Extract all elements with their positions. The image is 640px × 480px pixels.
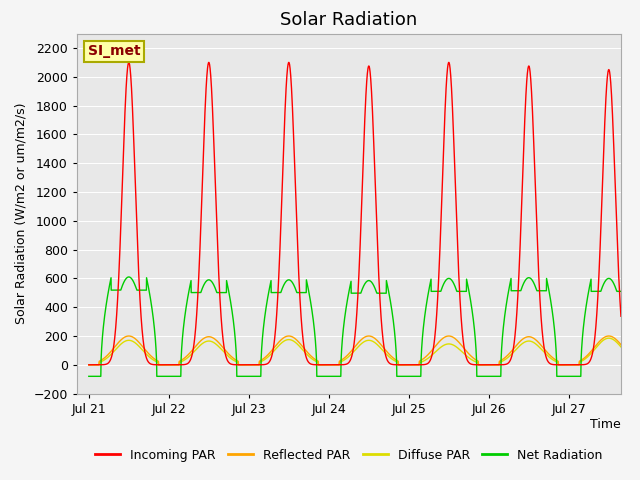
- X-axis label: Time: Time: [590, 419, 621, 432]
- Y-axis label: Solar Radiation (W/m2 or um/m2/s): Solar Radiation (W/m2 or um/m2/s): [15, 103, 28, 324]
- Text: SI_met: SI_met: [88, 44, 140, 59]
- Title: Solar Radiation: Solar Radiation: [280, 11, 417, 29]
- Legend: Incoming PAR, Reflected PAR, Diffuse PAR, Net Radiation: Incoming PAR, Reflected PAR, Diffuse PAR…: [90, 444, 608, 467]
